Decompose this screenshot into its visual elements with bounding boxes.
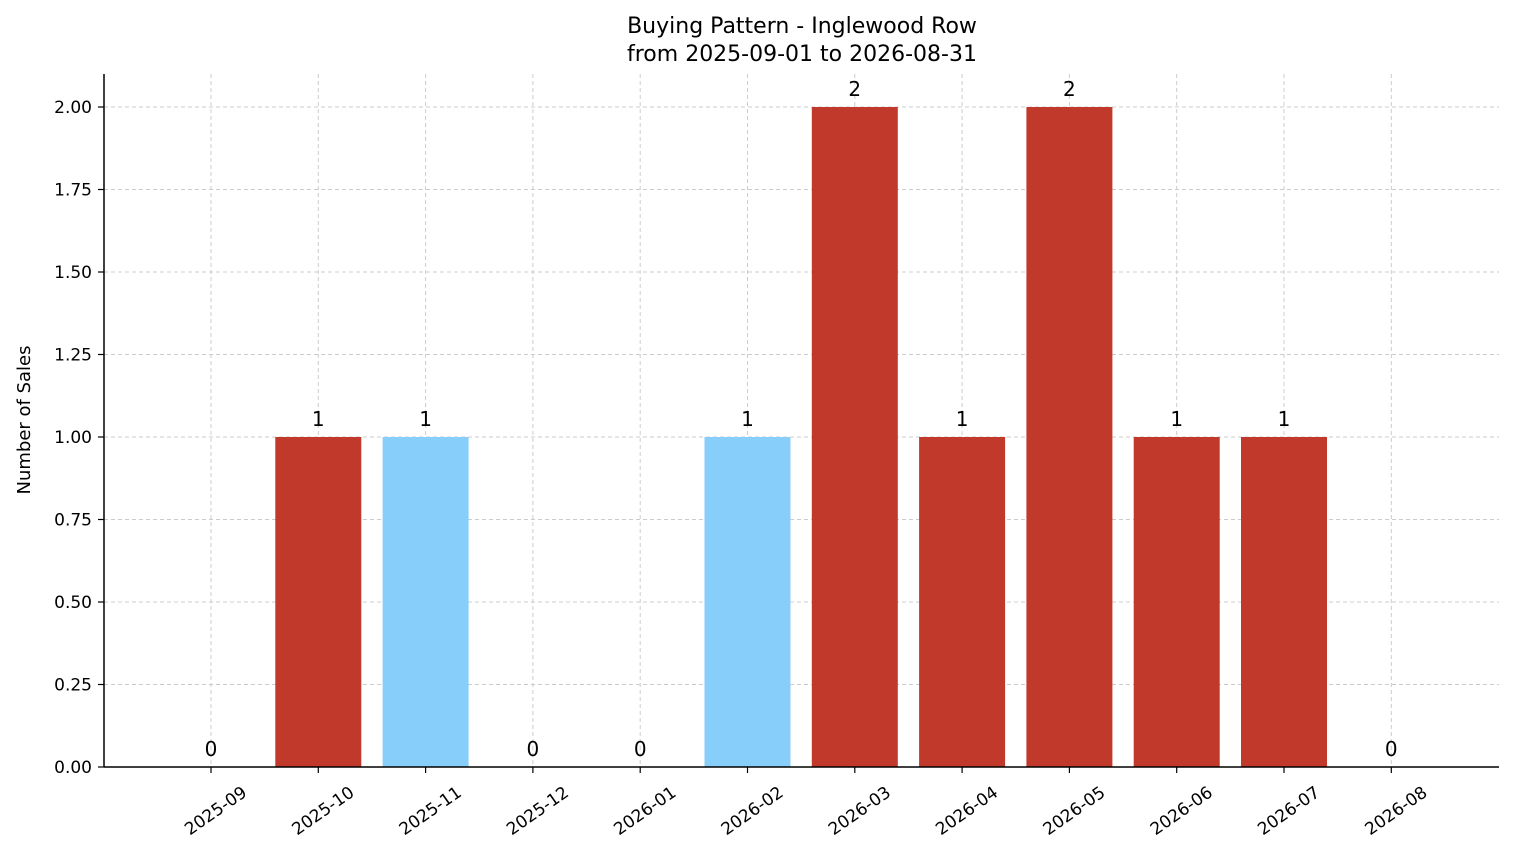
x-tick-label: 2026-03 xyxy=(825,783,895,840)
bar xyxy=(1133,437,1220,767)
x-tick-label: 2026-06 xyxy=(1147,783,1217,840)
axis-layer xyxy=(98,74,1499,773)
x-tick-label: 2026-01 xyxy=(610,783,680,840)
y-tick-label: 0.50 xyxy=(54,593,92,613)
data-label: 1 xyxy=(1278,407,1291,431)
y-tick-label: 0.75 xyxy=(54,511,92,531)
y-tick-label: 1.75 xyxy=(54,181,92,201)
data-label: 1 xyxy=(741,407,754,431)
data-label: 2 xyxy=(1063,77,1076,101)
data-label: 2 xyxy=(848,77,861,101)
data-label: 0 xyxy=(527,737,540,761)
x-tick-label: 2026-08 xyxy=(1362,783,1432,840)
x-tick-label: 2025-09 xyxy=(181,783,251,840)
data-label: 1 xyxy=(956,407,969,431)
x-tick-label: 2026-05 xyxy=(1040,783,1110,840)
y-tick-label: 2.00 xyxy=(54,98,92,118)
data-label: 0 xyxy=(1385,737,1398,761)
x-tick-label: 2025-11 xyxy=(396,783,466,840)
chart-title: Buying Pattern - Inglewood Row xyxy=(627,14,977,39)
bar xyxy=(382,437,469,767)
bar xyxy=(1241,437,1327,767)
chart-subtitle: from 2025-09-01 to 2026-08-31 xyxy=(627,42,977,67)
y-axis-label: Number of Sales xyxy=(14,345,35,494)
bar xyxy=(704,437,791,767)
x-tick-label: 2026-04 xyxy=(932,783,1002,840)
data-label: 0 xyxy=(634,737,647,761)
x-tick-label: 2026-02 xyxy=(718,783,788,840)
bar xyxy=(811,107,898,767)
data-label: 1 xyxy=(312,407,325,431)
x-tick-label: 2025-10 xyxy=(289,783,359,840)
bar xyxy=(275,437,362,767)
y-tick-label: 1.50 xyxy=(54,263,92,283)
x-tick-label: 2025-12 xyxy=(503,783,573,840)
y-tick-label: 1.00 xyxy=(54,428,92,448)
bar xyxy=(1026,107,1113,767)
y-tick-label: 0.25 xyxy=(54,676,92,696)
x-tick-label: 2026-07 xyxy=(1254,783,1324,840)
y-tick-label: 1.25 xyxy=(54,346,92,366)
data-label: 0 xyxy=(205,737,218,761)
data-label: 1 xyxy=(1170,407,1183,431)
y-tick-label: 0.00 xyxy=(54,758,92,778)
data-label: 1 xyxy=(419,407,432,431)
bar xyxy=(919,437,1006,767)
bar-layer xyxy=(275,107,1327,767)
